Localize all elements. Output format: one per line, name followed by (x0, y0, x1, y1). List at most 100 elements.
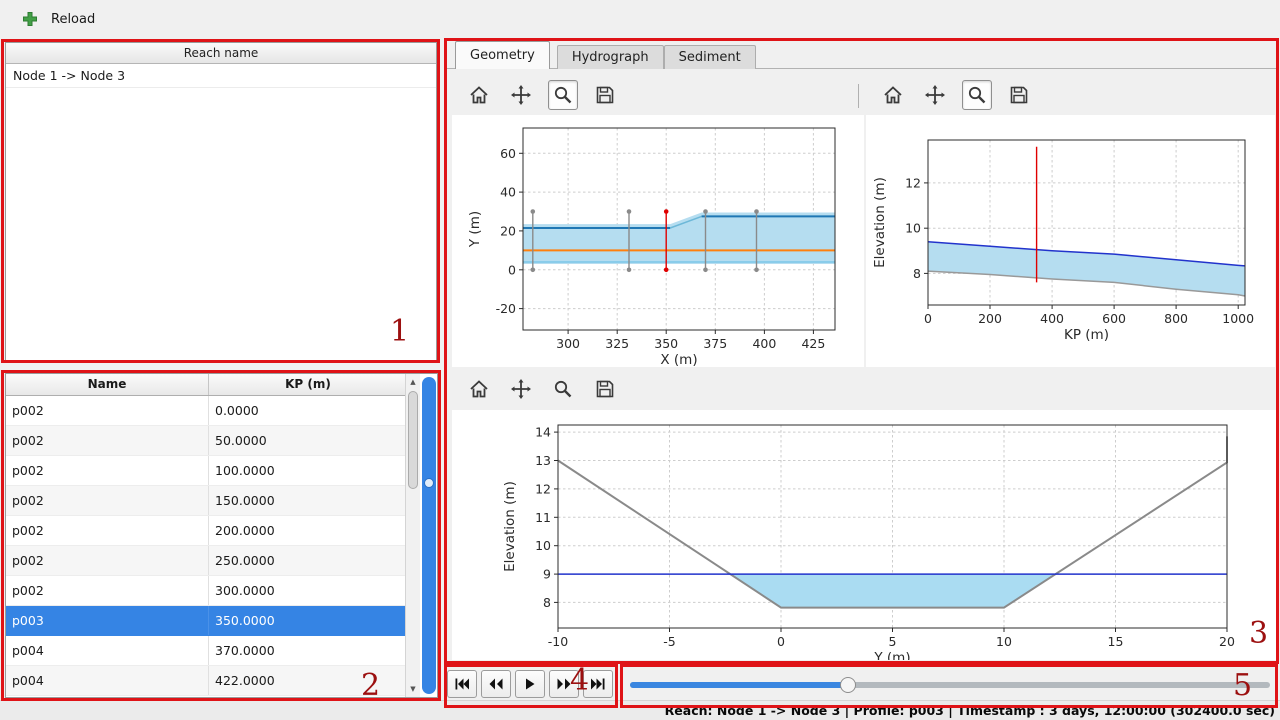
pan-button[interactable] (506, 374, 536, 404)
cell-name: p002 (6, 546, 209, 575)
svg-text:10: 10 (996, 634, 1012, 649)
reach-list-item[interactable]: Node 1 -> Node 3 (6, 64, 436, 88)
play-icon (526, 678, 535, 690)
svg-text:400: 400 (1040, 311, 1064, 326)
svg-text:10: 10 (535, 538, 551, 553)
table-row[interactable]: p002 150.0000 (6, 486, 408, 516)
blue-scrollbar-handle[interactable] (424, 478, 434, 488)
svg-text:Y (m): Y (m) (467, 211, 483, 248)
svg-text:0: 0 (777, 634, 785, 649)
header-cell-kp[interactable]: KP (m) (209, 374, 408, 395)
table-row[interactable]: p003 350.0000 (6, 606, 408, 636)
profile-table-panel: Name KP (m) p002 0.0000 p002 50.0000 p002 100… (5, 373, 438, 698)
cell-kp: 150.0000 (215, 493, 275, 508)
svg-text:Elevation (m): Elevation (m) (502, 481, 518, 572)
scroll-down-icon[interactable]: ▼ (410, 685, 416, 693)
svg-text:Elevation (m): Elevation (m) (872, 177, 888, 268)
cell-kp: 200.0000 (215, 523, 275, 538)
zoom-button[interactable] (548, 80, 578, 110)
svg-text:350: 350 (654, 336, 678, 351)
cell-kp: 0.0000 (215, 403, 259, 418)
status-text: Reach: Node 1 -> Node 3 | Profile: p003 … (664, 703, 1275, 718)
play-button[interactable] (515, 670, 545, 698)
tab-geometry[interactable]: Geometry (455, 41, 550, 69)
svg-text:600: 600 (1102, 311, 1126, 326)
reload-button[interactable]: Reload (22, 11, 95, 27)
cell-kp: 250.0000 (215, 553, 275, 568)
geometry-view-panel: Geometry Hydrograph Sediment 300 325 350 375 4… (446, 41, 1277, 662)
svg-text:-5: -5 (663, 634, 675, 649)
fast-forward-button[interactable] (549, 670, 579, 698)
svg-text:300: 300 (556, 336, 580, 351)
svg-text:200: 200 (978, 311, 1002, 326)
reload-plus-icon (23, 12, 37, 26)
svg-text:325: 325 (605, 336, 629, 351)
tab-hydrograph[interactable]: Hydrograph (556, 45, 664, 69)
tab-pane-border (446, 68, 1277, 69)
plan-view-chart[interactable]: 300 325 350 375 400 425 -20 0 20 40 60 X (m) Y (m) (452, 115, 864, 367)
timeline-slider-fill (630, 682, 848, 688)
zoom-button[interactable] (962, 80, 992, 110)
table-blue-scrollbar[interactable] (422, 377, 436, 694)
save-button[interactable] (590, 80, 620, 110)
home-button[interactable] (464, 374, 494, 404)
table-row[interactable]: p002 50.0000 (6, 426, 408, 456)
reach-list-header: Reach name (6, 43, 436, 64)
save-button[interactable] (590, 374, 620, 404)
cell-kp: 100.0000 (215, 463, 275, 478)
svg-text:-10: -10 (548, 634, 568, 649)
pan-icon (511, 85, 531, 105)
rewind-button[interactable] (481, 670, 511, 698)
table-row[interactable]: p002 200.0000 (6, 516, 408, 546)
cell-kp: 350.0000 (215, 613, 275, 628)
table-row[interactable]: p002 300.0000 (6, 576, 408, 606)
timeline-slider[interactable] (630, 677, 1270, 693)
svg-text:-20: -20 (496, 301, 516, 316)
pan-button[interactable] (506, 80, 536, 110)
cell-name: p002 (6, 456, 209, 485)
svg-text:10: 10 (905, 221, 921, 236)
skip-end-icon (591, 678, 605, 690)
reach-list-panel: Reach name Node 1 -> Node 3 (5, 42, 437, 361)
pan-icon (511, 379, 531, 399)
svg-text:14: 14 (535, 425, 551, 440)
header-cell-name[interactable]: Name (6, 374, 209, 395)
tab-bar: Geometry Hydrograph Sediment (455, 41, 756, 69)
table-row[interactable]: p002 250.0000 (6, 546, 408, 576)
zoom-button[interactable] (548, 374, 578, 404)
svg-text:40: 40 (500, 185, 516, 200)
home-button[interactable] (464, 80, 494, 110)
timeline-slider-handle[interactable] (839, 677, 856, 693)
home-icon (884, 86, 902, 104)
home-button[interactable] (878, 80, 908, 110)
reach-list: Node 1 -> Node 3 (6, 64, 436, 88)
table-row[interactable]: p002 100.0000 (6, 456, 408, 486)
table-scrollbar[interactable]: ▲ ▼ (405, 374, 420, 697)
cell-name: p002 (6, 396, 209, 425)
svg-text:8: 8 (543, 595, 551, 610)
scroll-up-icon[interactable]: ▲ (410, 378, 416, 386)
table-row[interactable]: p004 422.0000 (6, 666, 408, 696)
cross-section-chart[interactable]: -10 -5 0 5 10 15 20 8 9 10 11 12 13 14 Y (m) Elevation … (452, 410, 1277, 660)
plan-view-toolbar (464, 80, 620, 110)
cell-name: p002 (6, 516, 209, 545)
cell-name: p004 (6, 636, 209, 665)
tab-sediment[interactable]: Sediment (663, 45, 756, 69)
svg-text:12: 12 (535, 481, 551, 496)
scrollbar-handle[interactable] (408, 391, 418, 489)
skip-start-button[interactable] (447, 670, 477, 698)
save-icon (1010, 86, 1028, 104)
profile-toolbar (878, 80, 1034, 110)
profile-table-header: Name KP (m) (6, 374, 408, 396)
reload-label: Reload (51, 11, 96, 27)
longitudinal-profile-chart[interactable]: 0 200 400 600 800 1000 8 10 12 KP (m) Elevation (m… (866, 115, 1275, 367)
table-row[interactable]: p002 0.0000 (6, 396, 408, 426)
svg-text:0: 0 (924, 311, 932, 326)
home-icon (470, 380, 488, 398)
save-button[interactable] (1004, 80, 1034, 110)
pan-button[interactable] (920, 80, 950, 110)
svg-text:15: 15 (1108, 634, 1124, 649)
skip-end-button[interactable] (583, 670, 613, 698)
table-row[interactable]: p004 370.0000 (6, 636, 408, 666)
svg-text:13: 13 (535, 453, 551, 468)
